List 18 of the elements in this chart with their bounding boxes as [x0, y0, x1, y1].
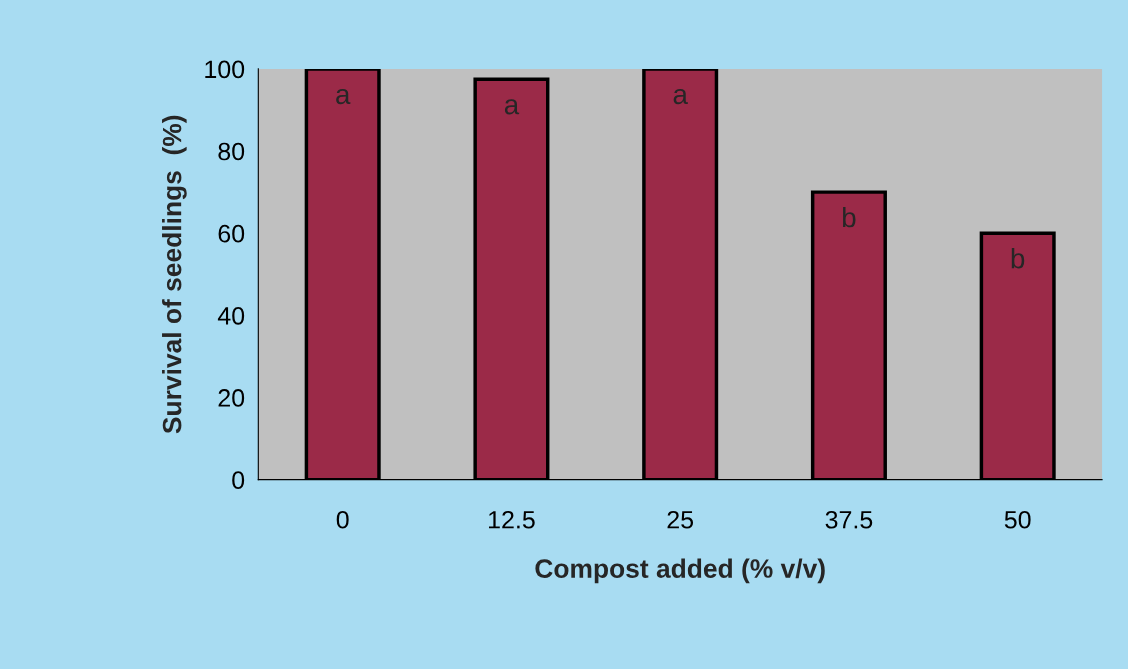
x-axis-title: Compost added (% v/v)	[535, 558, 825, 584]
x-tick-label: 50	[1004, 510, 1031, 529]
y-tick-label: 100	[205, 60, 245, 79]
y-tick-label: 60	[218, 224, 245, 243]
x-tick-label: 37.5	[825, 510, 873, 529]
y-tick-label: 40	[217, 306, 245, 325]
annotation: b	[843, 206, 856, 228]
x-tick-label: 0	[336, 510, 349, 529]
x-tick-label: 25	[667, 510, 694, 529]
y-tick-label: 20	[218, 389, 245, 407]
annotation: a	[673, 88, 688, 105]
annotation: a	[336, 88, 351, 105]
annotation: a	[504, 99, 520, 115]
annotation: b	[1011, 248, 1025, 269]
x-tick-label: 12.5	[489, 510, 535, 529]
y-tick-label: 80	[218, 142, 245, 161]
y-tick-label: 0	[232, 471, 245, 489]
y-axis-title: Survival of seedlings (%)	[162, 115, 187, 434]
